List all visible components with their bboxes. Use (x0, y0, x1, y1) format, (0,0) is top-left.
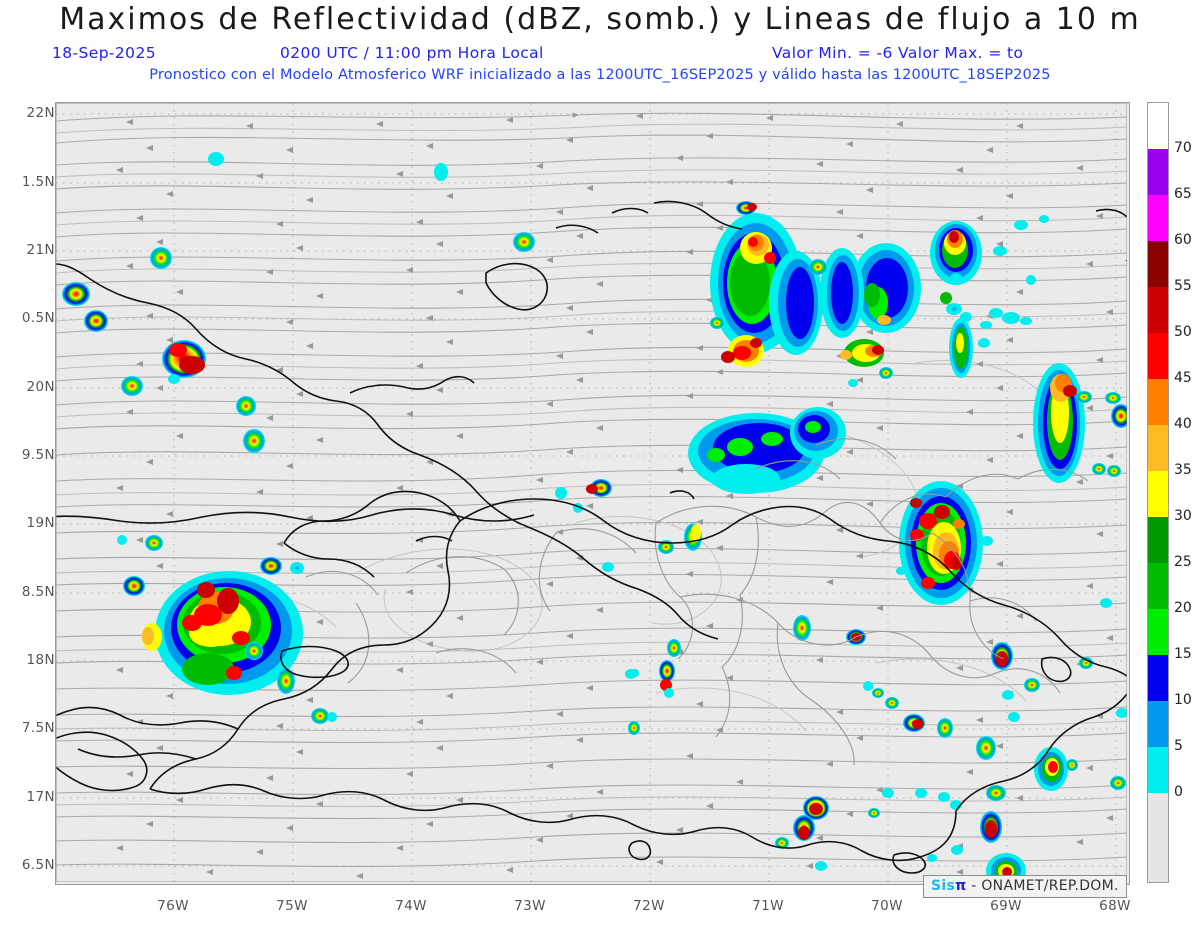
ytick-185n: 8.5N (21, 584, 55, 600)
ytick-18n: 18N (26, 652, 55, 668)
forecast-time: 0200 UTC / 11:00 pm Hora Local (280, 44, 544, 62)
colorband-25-30 (1148, 517, 1168, 563)
forecast-date: 18-Sep-2025 (52, 44, 156, 62)
colorband-50-55 (1148, 287, 1168, 333)
colorband-30-35 (1148, 471, 1168, 517)
colorbar-label-25: 25 (1174, 554, 1192, 570)
colorbar[interactable] (1147, 102, 1169, 883)
xtick-70w: 70W (871, 898, 903, 914)
ytick-175n: 7.5N (21, 720, 55, 736)
ytick-21n: 21N (26, 242, 55, 258)
colorband-5-10 (1148, 701, 1168, 747)
colorband-35-40 (1148, 425, 1168, 471)
colorband-40-45 (1148, 379, 1168, 425)
colorband-15-20 (1148, 609, 1168, 655)
attribution-badge: Sisπ - ONAMET/REP.DOM. (923, 875, 1127, 898)
map-canvas (56, 103, 1127, 882)
colorband-above-70 (1148, 103, 1168, 149)
colorband-10-15 (1148, 655, 1168, 701)
colorbar-label-30: 30 (1174, 508, 1192, 524)
brand-sis: Sis (931, 878, 956, 894)
ytick-215n: 1.5N (21, 174, 55, 190)
value-range: Valor Min. = -6 Valor Max. = to (772, 44, 1024, 62)
xtick-69w: 69W (990, 898, 1022, 914)
ytick-22n: 22N (26, 105, 55, 121)
colorbar-label-0: 0 (1174, 784, 1183, 800)
organization-label: - ONAMET/REP.DOM. (971, 878, 1119, 894)
brand-pi-icon: π (955, 878, 967, 894)
xtick-71w: 71W (752, 898, 784, 914)
colorbar-label-10: 10 (1174, 692, 1192, 708)
xtick-74w: 74W (395, 898, 427, 914)
colorband-65-70 (1148, 149, 1168, 195)
xtick-68w: 68W (1099, 898, 1131, 914)
model-note: Pronostico con el Modelo Atmosferico WRF… (149, 67, 1051, 83)
page-title: Maximos de Reflectividad (dBZ, somb.) y … (59, 2, 1141, 37)
coastlines (56, 200, 1127, 874)
colorband-60-65 (1148, 195, 1168, 241)
reflectivity-shading (62, 152, 1127, 882)
colorbar-label-45: 45 (1174, 370, 1192, 386)
map-plot-area[interactable] (55, 102, 1130, 885)
colorband-45-50 (1148, 333, 1168, 379)
xtick-76w: 76W (157, 898, 189, 914)
colorbar-label-65: 65 (1174, 186, 1192, 202)
ytick-17n: 17N (26, 789, 55, 805)
ytick-20n: 20N (26, 379, 55, 395)
xtick-72w: 72W (633, 898, 665, 914)
colorband-0-5 (1148, 747, 1168, 793)
colorband-below-0 (1148, 793, 1168, 882)
colorbar-label-50: 50 (1174, 324, 1192, 340)
xtick-75w: 75W (276, 898, 308, 914)
xtick-73w: 73W (514, 898, 546, 914)
ytick-195n: 9.5N (21, 447, 55, 463)
province-borders (305, 438, 1089, 766)
ytick-165n: 6.5N (21, 857, 55, 873)
colorband-55-60 (1148, 241, 1168, 287)
colorbar-label-35: 35 (1174, 462, 1192, 478)
colorband-20-25 (1148, 563, 1168, 609)
colorbar-label-40: 40 (1174, 416, 1192, 432)
colorbar-label-15: 15 (1174, 646, 1192, 662)
colorbar-label-60: 60 (1174, 232, 1192, 248)
ytick-205n: 0.5N (21, 310, 55, 326)
colorbar-label-5: 5 (1174, 738, 1183, 754)
colorbar-label-20: 20 (1174, 600, 1192, 616)
colorbar-label-70: 70 (1174, 140, 1192, 156)
colorbar-label-55: 55 (1174, 278, 1192, 294)
ytick-19n: 19N (26, 515, 55, 531)
